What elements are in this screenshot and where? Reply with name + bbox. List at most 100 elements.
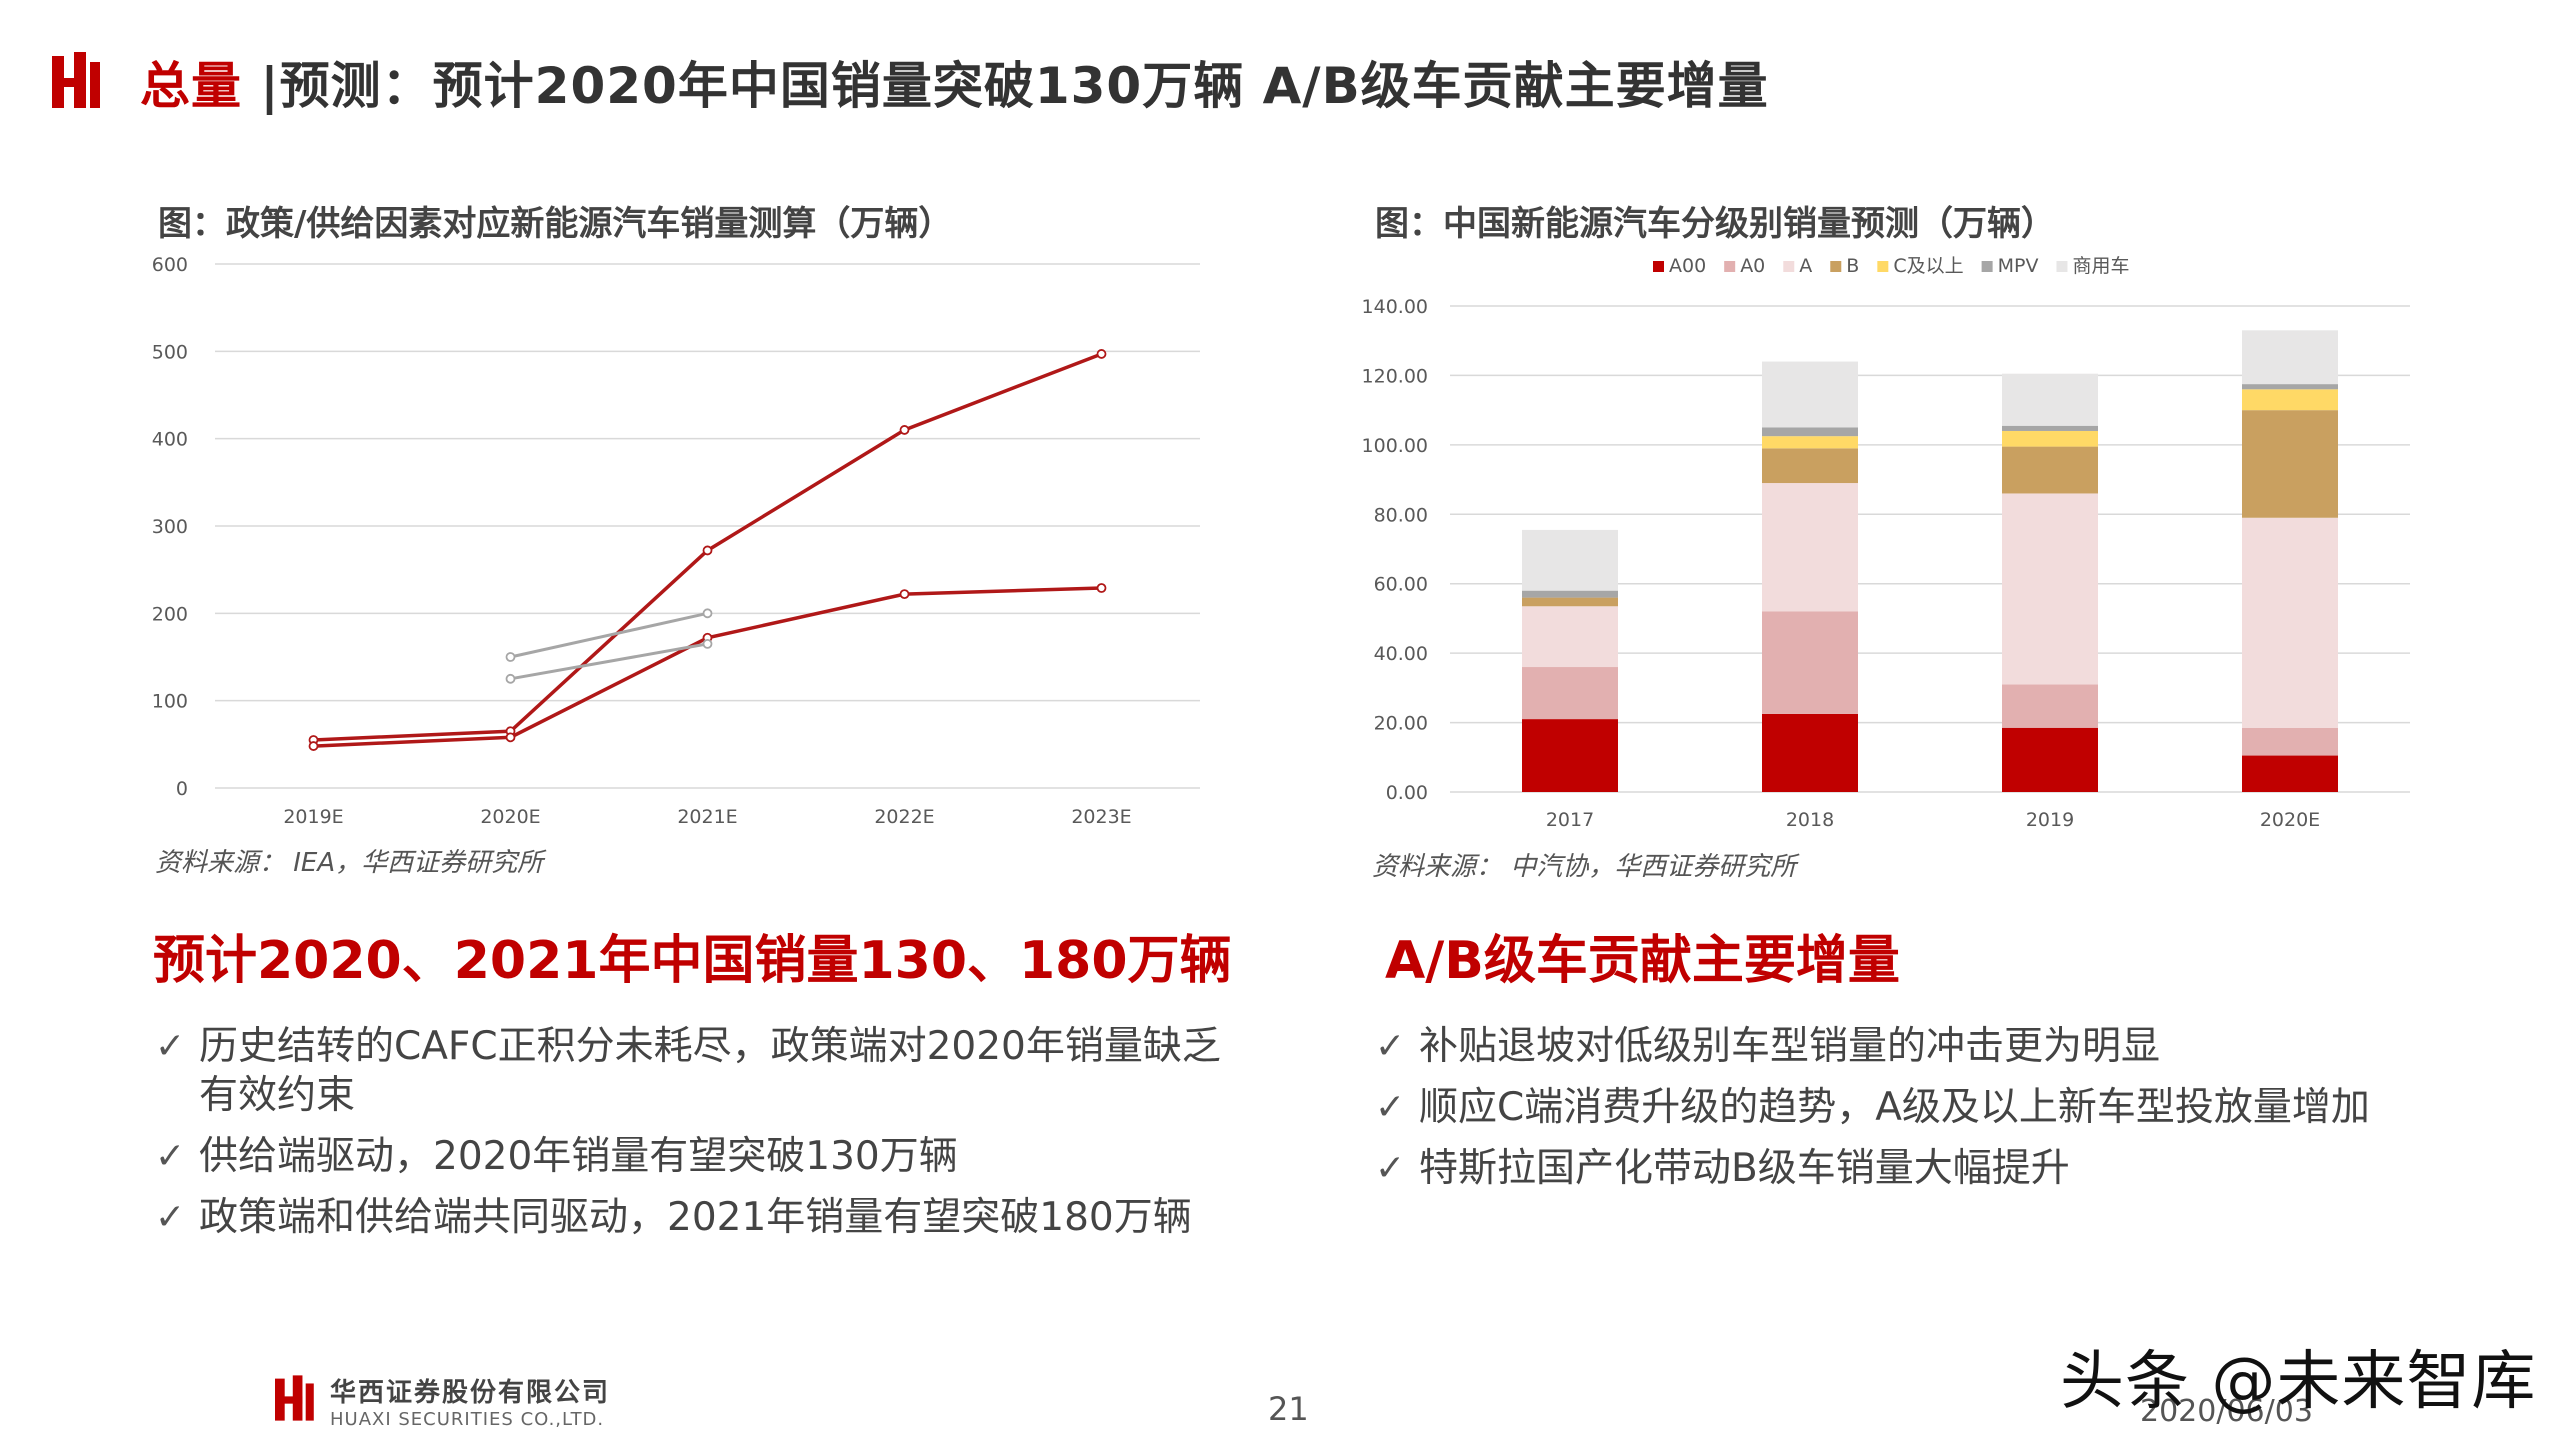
bar-segment (1762, 361, 1858, 428)
y-tick-label: 500 (152, 341, 188, 363)
y-tick-label: 40.00 (1374, 643, 1428, 665)
bar-segment (2242, 384, 2338, 390)
bar-segment (2002, 727, 2098, 792)
y-tick-label: 400 (152, 429, 188, 451)
right-source-note: 资料来源： 中汽协，华西证券研究所 (1372, 852, 1797, 882)
legend-swatch (2056, 261, 2068, 272)
bar-segment (2242, 330, 2338, 385)
y-tick-label: 0 (176, 778, 188, 800)
left-headline: 预计2020、2021年中国销量130、180万辆 (153, 931, 1232, 991)
bar-segment (2242, 755, 2338, 792)
left-bullet-item: ✓ 供给端驱动，2020年销量有望突破130万辆 (155, 1134, 958, 1179)
x-tick-label: 2019E (283, 806, 343, 828)
y-tick-label: 20.00 (1374, 713, 1428, 735)
right-bullet-item: ✓ 顺应C端消费升级的趋势，A级及以上新车型投放量增加 (1375, 1085, 2370, 1130)
right-bullet-item: ✓ 特斯拉国产化带动B级车销量大幅提升 (1375, 1146, 2070, 1191)
left-source-note: 资料来源： IEA，华西证券研究所 (155, 848, 544, 878)
data-point (899, 425, 910, 435)
page-title-text: |预测：预计2020年中国销量突破130万辆 A/B级车贡献主要增量 (242, 57, 1769, 115)
x-tick-label: 2017 (1546, 809, 1594, 831)
left-bullet-item: ✓ 历史结转的CAFC正积分未耗尽，政策端对2020年销量缺乏有效约束 (155, 1024, 1221, 1118)
page-title-accent: 总量 (140, 57, 242, 115)
bar-segment (2002, 446, 2098, 494)
y-tick-label: 200 (152, 603, 188, 625)
bar-segment (1762, 483, 1858, 612)
bar-segment (2242, 410, 2338, 518)
data-point (1096, 349, 1107, 359)
data-point (505, 732, 516, 743)
x-tick-label: 2022E (874, 806, 934, 828)
left-line-chart: 0 100 200 300 400 500 600 2019E 2020E 2021E 2022E 2… (152, 254, 1200, 828)
legend-label: 商用车 (2072, 255, 2129, 277)
data-point (899, 589, 910, 600)
bar-segment (2002, 373, 2098, 426)
y-tick-label: 100 (152, 691, 188, 713)
bar-segment (2002, 425, 2098, 431)
bar-segment (1522, 719, 1618, 792)
bar-segment (1762, 611, 1858, 714)
left-bullet-item: ✓ 政策端和供给端共同驱动，2021年销量有望突破180万辆 (155, 1195, 1192, 1240)
bar-segment (2002, 493, 2098, 685)
legend-swatch (1877, 261, 1889, 272)
legend-swatch (1653, 261, 1664, 272)
bar-segment (2002, 430, 2098, 447)
y-tick-label: 600 (152, 254, 188, 276)
bar-segment (2242, 389, 2338, 411)
x-tick-label: 2020E (480, 806, 540, 828)
legend-label: A00 (1669, 255, 1706, 277)
bar-segment (1522, 529, 1618, 591)
footer-company-en: HUAXI SECURITIES CO.,LTD. (330, 1409, 605, 1430)
check-icon: ✓ (155, 1026, 186, 1067)
x-tick-label: 2023E (1071, 806, 1131, 828)
y-tick-label: 100.00 (1362, 435, 1428, 457)
legend-label: A0 (1740, 255, 1765, 277)
legend-swatch (1830, 261, 1842, 272)
huaxi-logo-icon (52, 52, 100, 108)
bar-segment (1522, 606, 1618, 668)
date-label: 2020/06/03 (2140, 1394, 2313, 1429)
bar-segment (1522, 667, 1618, 720)
y-tick-label: 80.00 (1374, 504, 1428, 526)
watermark: 头条 @未来智库 (2060, 1345, 2537, 1419)
y-tick-label: 140.00 (1362, 296, 1428, 318)
legend-label: C及以上 (1893, 255, 1963, 277)
data-point (505, 673, 516, 684)
x-tick-label: 2018 (1786, 809, 1834, 831)
left-chart-title: 图：政策/供给因素对应新能源汽车销量测算（万辆） (158, 204, 953, 244)
legend-label: B (1846, 255, 1859, 277)
right-bullet-list: ✓ 补贴退坡对低级别车型销量的冲击更为明显 ✓ 顺应C端消费升级的趋势，A级及以上新… (1375, 1022, 2495, 1205)
y-tick-label: 120.00 (1362, 365, 1428, 387)
bar-segment (1522, 590, 1618, 598)
data-point (702, 638, 713, 649)
legend-swatch (1981, 261, 1993, 272)
legend-label: A (1799, 255, 1812, 277)
bar-segment (1762, 427, 1858, 437)
data-point (308, 741, 319, 751)
check-icon: ✓ (155, 1197, 186, 1238)
check-icon: ✓ (1375, 1087, 1406, 1128)
series-line (510, 642, 708, 681)
footer-company: 华西证券股份有限公司 HUAXI SECURITIES CO.,LTD. (330, 1372, 610, 1430)
x-tick-label: 2019 (2026, 809, 2074, 831)
legend-swatch (1724, 261, 1736, 272)
x-tick-label: 2021E (677, 806, 737, 828)
legend-swatch (1783, 261, 1795, 272)
page-number: 21 (1268, 1390, 1309, 1428)
footer-company-cn: 华西证券股份有限公司 (330, 1378, 611, 1408)
left-bullet-list: ✓ 历史结转的CAFC正积分未耗尽，政策端对2020年销量缺乏有效约束 ✓ 供给端驱… (155, 1022, 1235, 1254)
right-stacked-bar-chart: 0.00 20.00 40.00 60.00 80.00 100.00 120.00 140.… (1362, 255, 2410, 831)
page-title: 总量 |预测：预计2020年中国销量突破130万辆 A/B级车贡献主要增量 (140, 46, 1769, 118)
right-chart-title: 图：中国新能源汽车分级别销量预测（万辆） (1375, 204, 2055, 244)
legend-label: MPV (1998, 255, 2039, 277)
check-icon: ✓ (1375, 1026, 1406, 1067)
bar-segment (2002, 684, 2098, 728)
bar-segment (1762, 448, 1858, 484)
data-point (702, 608, 713, 619)
series-line (510, 611, 708, 659)
x-tick-label: 2020E (2260, 809, 2320, 831)
check-icon: ✓ (1375, 1148, 1406, 1189)
check-icon: ✓ (155, 1136, 186, 1177)
data-point (702, 545, 713, 556)
bar-segment (2242, 727, 2338, 756)
right-bullet-item: ✓ 补贴退坡对低级别车型销量的冲击更为明显 (1375, 1024, 2161, 1069)
